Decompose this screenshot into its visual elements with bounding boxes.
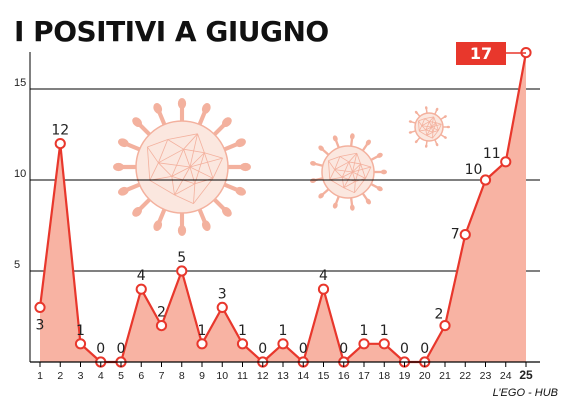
y-tick-label: 15 bbox=[14, 77, 26, 89]
x-tick-label: 3 bbox=[78, 370, 84, 382]
x-tick-label: 17 bbox=[358, 370, 370, 382]
data-label: 0 bbox=[339, 341, 348, 357]
highlight-badge: 17 bbox=[456, 42, 526, 65]
data-point bbox=[197, 339, 206, 348]
data-point bbox=[35, 303, 44, 312]
data-label: 0 bbox=[400, 341, 409, 357]
data-label: 1 bbox=[360, 323, 369, 339]
data-label: 1 bbox=[238, 323, 247, 339]
data-point bbox=[238, 339, 247, 348]
area-layer bbox=[40, 53, 526, 362]
data-label: 0 bbox=[299, 341, 308, 357]
virus-large bbox=[113, 98, 251, 236]
x-tick-label: 25 bbox=[519, 368, 533, 382]
grid: 5 10 15 bbox=[14, 77, 540, 271]
data-label: 0 bbox=[420, 341, 429, 357]
x-tick-label: 1 bbox=[37, 370, 43, 382]
virus-illustrations bbox=[113, 98, 450, 236]
x-tick-label: 5 bbox=[118, 370, 124, 382]
x-tick-label: 20 bbox=[419, 370, 431, 382]
data-point bbox=[56, 139, 65, 148]
data-point bbox=[501, 157, 510, 166]
data-point bbox=[461, 230, 470, 239]
highlight-label: 17 bbox=[470, 44, 492, 63]
data-label: 0 bbox=[117, 341, 126, 357]
data-label: 12 bbox=[51, 123, 69, 139]
data-label: 7 bbox=[451, 227, 460, 243]
data-label: 0 bbox=[258, 341, 267, 357]
x-tick-label: 18 bbox=[378, 370, 390, 382]
virus-medium bbox=[310, 133, 387, 211]
data-point bbox=[319, 285, 328, 294]
x-tick-label: 11 bbox=[237, 370, 248, 382]
x-tick-label: 10 bbox=[216, 370, 228, 382]
data-label: 4 bbox=[319, 268, 328, 284]
x-tick-label: 15 bbox=[318, 370, 330, 382]
x-tick-label: 12 bbox=[257, 370, 269, 382]
data-label: 5 bbox=[177, 250, 186, 266]
data-label: 0 bbox=[96, 341, 105, 357]
data-label: 3 bbox=[218, 286, 227, 302]
data-label: 1 bbox=[198, 323, 207, 339]
data-point bbox=[218, 303, 227, 312]
y-tick-label: 10 bbox=[14, 168, 26, 180]
data-label: 10 bbox=[465, 162, 483, 178]
x-tick-label: 4 bbox=[98, 370, 104, 382]
data-label: 1 bbox=[380, 323, 389, 339]
data-point bbox=[278, 339, 287, 348]
data-label: 1 bbox=[76, 323, 85, 339]
data-label: 2 bbox=[435, 307, 444, 323]
data-point bbox=[157, 321, 166, 330]
x-tick-label: 2 bbox=[57, 370, 63, 382]
data-point bbox=[177, 266, 186, 275]
chart-title: I POSITIVI A GIUGNO bbox=[14, 15, 329, 48]
x-tick-label: 22 bbox=[459, 370, 471, 382]
data-point bbox=[380, 339, 389, 348]
data-point bbox=[137, 285, 146, 294]
x-tick-label: 7 bbox=[159, 370, 165, 382]
x-tick-label: 19 bbox=[399, 370, 411, 382]
data-label: 2 bbox=[157, 305, 166, 321]
data-point bbox=[76, 339, 85, 348]
x-tick-label: 8 bbox=[179, 370, 185, 382]
x-tick-label: 16 bbox=[338, 370, 350, 382]
data-label: 11 bbox=[483, 146, 501, 162]
area-fill bbox=[40, 53, 526, 362]
x-tick-label: 24 bbox=[500, 370, 512, 382]
y-tick-label: 5 bbox=[14, 259, 20, 271]
x-tick-label: 14 bbox=[297, 370, 309, 382]
data-label: 3 bbox=[36, 317, 45, 333]
x-tick-label: 13 bbox=[277, 370, 289, 382]
x-tick-label: 23 bbox=[480, 370, 492, 382]
x-tick-label: 9 bbox=[199, 370, 205, 382]
credit: L’EGO - HUB bbox=[493, 387, 558, 399]
data-label: 1 bbox=[279, 323, 288, 339]
x-tick-label: 21 bbox=[439, 370, 451, 382]
x-tick-label: 6 bbox=[138, 370, 144, 382]
data-label: 4 bbox=[137, 268, 146, 284]
data-point bbox=[359, 339, 368, 348]
virus-small bbox=[408, 106, 450, 148]
